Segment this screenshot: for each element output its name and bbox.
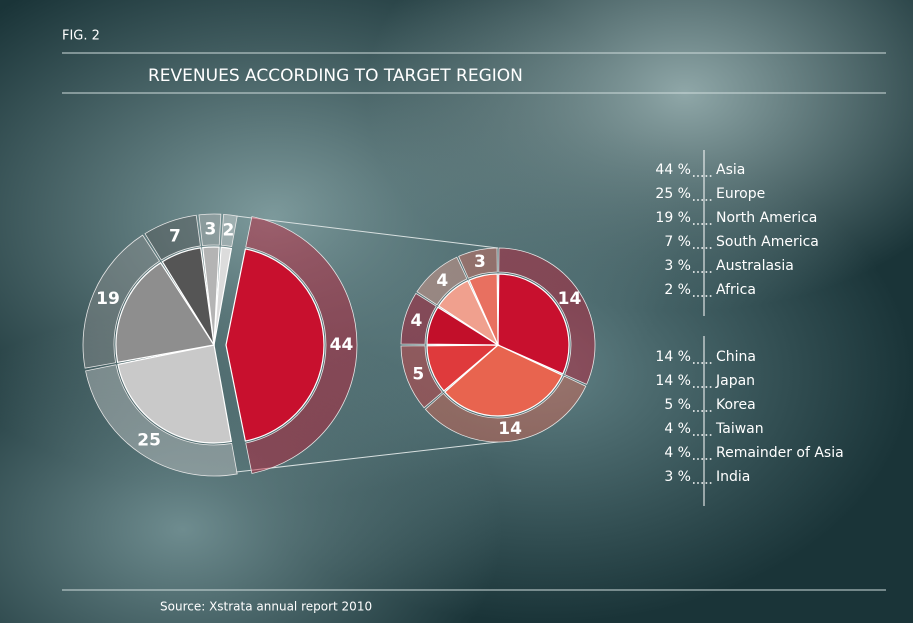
pie-ring (220, 213, 238, 248)
legend-label: Australasia (716, 258, 794, 274)
pie-slice (225, 248, 325, 442)
pie-slice (426, 306, 501, 346)
legend-label: Europe (716, 186, 765, 202)
pie-slice (117, 344, 233, 444)
slice-label: 2 (223, 220, 235, 240)
slice-label: 3 (474, 252, 486, 272)
legend-label: Africa (716, 282, 756, 298)
pie-slice (426, 344, 500, 392)
pie-ring (400, 292, 437, 345)
connector (235, 441, 499, 473)
legend-value: 2 % (664, 282, 691, 298)
slice-label: 19 (96, 289, 120, 309)
legend-value: 3 % (664, 469, 691, 485)
pie-slice (115, 261, 215, 364)
pie-ring (424, 375, 587, 443)
fig-label: FIG. 2 (62, 29, 100, 44)
pie-ring (400, 345, 443, 409)
slice-label: 4 (411, 311, 423, 331)
legend-label: China (716, 349, 756, 365)
slice-label: 25 (137, 431, 161, 451)
pie-ring (245, 216, 358, 474)
legend-value: 4 % (664, 445, 691, 461)
legend-value: 5 % (664, 397, 691, 413)
legend-value: 25 % (655, 186, 691, 202)
pie-slice (443, 344, 564, 417)
legend-value: 14 % (655, 349, 691, 365)
legend-value: 44 % (655, 162, 691, 178)
slice-label: 4 (436, 271, 448, 291)
pie-slice (161, 247, 215, 346)
legend-label: South America (716, 234, 819, 250)
legend-label: Asia (716, 162, 745, 178)
legend-label: North America (716, 210, 817, 226)
slice-label: 3 (204, 220, 216, 240)
pie-ring (458, 247, 498, 279)
slice-label: 7 (169, 226, 181, 246)
legend-value: 4 % (664, 421, 691, 437)
slice-label: 14 (558, 289, 582, 309)
pie-ring (85, 364, 238, 477)
pie-slice (202, 246, 220, 346)
pie-ring (144, 214, 201, 261)
slice-label: 14 (498, 419, 522, 439)
pie-ring (198, 213, 222, 247)
legend-value: 14 % (655, 373, 691, 389)
legend-label: Remainder of Asia (716, 445, 844, 461)
legend-label: Taiwan (715, 421, 764, 437)
pie-ring (82, 234, 161, 369)
pie-slice (213, 246, 233, 346)
legend-label: India (716, 469, 750, 485)
legend-label: Japan (715, 373, 755, 389)
legend-label: Korea (716, 397, 756, 413)
legend-value: 19 % (655, 210, 691, 226)
connector (235, 215, 499, 249)
chart-title: REVENUES ACCORDING TO TARGET REGION (148, 66, 523, 86)
legend-value: 7 % (664, 234, 691, 250)
legend-value: 3 % (664, 258, 691, 274)
pie-slice (497, 273, 570, 375)
pie-ring (498, 247, 596, 385)
slice-label: 44 (330, 335, 354, 355)
pie-slice (468, 273, 499, 346)
source: Source: Xstrata annual report 2010 (160, 600, 372, 614)
pie-slice (437, 279, 500, 347)
slice-label: 5 (412, 365, 424, 385)
pie-ring (416, 256, 468, 306)
